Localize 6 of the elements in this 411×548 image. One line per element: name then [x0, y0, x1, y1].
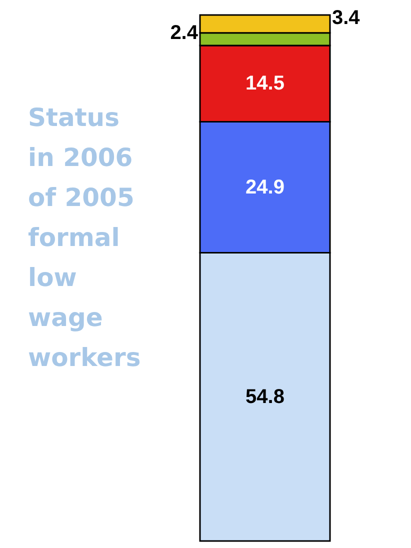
data-label: 14.5	[246, 72, 284, 95]
data-label: 2.4	[170, 22, 199, 44]
text: Status in 2006 of 2005 formal low wage workers	[28, 102, 141, 374]
data-label: 24.9	[246, 176, 284, 198]
data-label: 3.4	[332, 6, 361, 29]
data-label: 54.8	[246, 386, 284, 408]
